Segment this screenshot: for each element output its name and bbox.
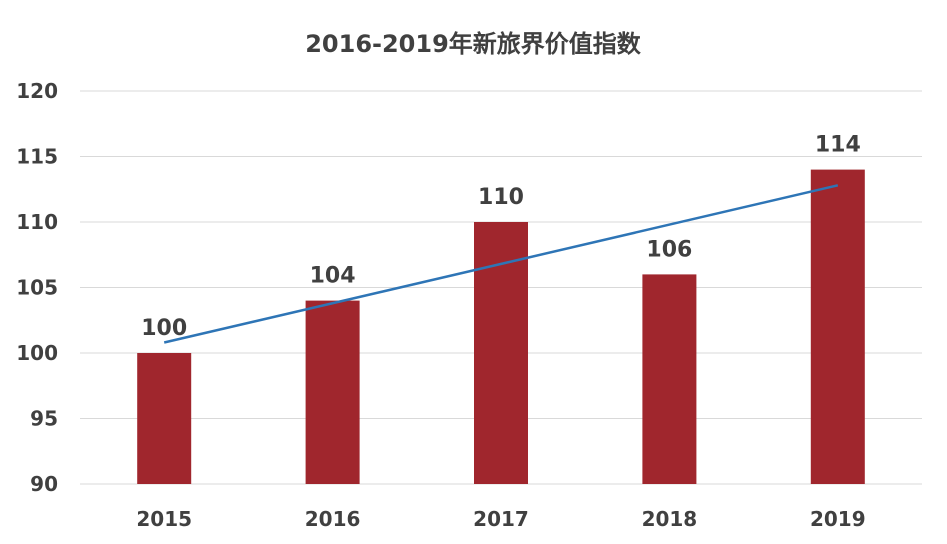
y-tick-label: 90	[30, 472, 58, 496]
data-label: 110	[478, 185, 524, 210]
bar-2018	[642, 274, 697, 484]
y-tick-label: 95	[30, 407, 58, 431]
trendline	[163, 184, 839, 344]
x-tick-label: 2018	[642, 507, 698, 531]
bar-2016	[305, 300, 360, 484]
x-axis-ticks: 2015 2016 2017 2018 2019	[136, 507, 865, 531]
data-label: 106	[646, 237, 692, 262]
data-label: 104	[310, 264, 356, 289]
bars	[137, 169, 865, 484]
y-tick-label: 110	[16, 210, 58, 234]
y-axis-ticks: 90 95 100 105 110 115 120	[16, 79, 58, 496]
bar-2015	[137, 353, 192, 484]
y-tick-label: 120	[16, 79, 58, 103]
chart-title: 2016-2019年新旅界价值指数	[305, 30, 642, 58]
y-tick-label: 100	[16, 341, 58, 365]
data-labels: 100 104 110 106 114	[141, 133, 861, 341]
y-tick-label: 115	[16, 145, 58, 169]
data-label: 114	[815, 133, 861, 158]
trendline-layer	[163, 184, 839, 344]
x-tick-label: 2015	[136, 507, 192, 531]
bar-2017	[474, 222, 528, 484]
bar-2019	[810, 169, 865, 484]
data-label: 100	[141, 316, 187, 341]
x-tick-label: 2016	[305, 507, 361, 531]
x-tick-label: 2019	[810, 507, 866, 531]
x-tick-label: 2017	[473, 507, 529, 531]
y-tick-label: 105	[16, 276, 58, 300]
